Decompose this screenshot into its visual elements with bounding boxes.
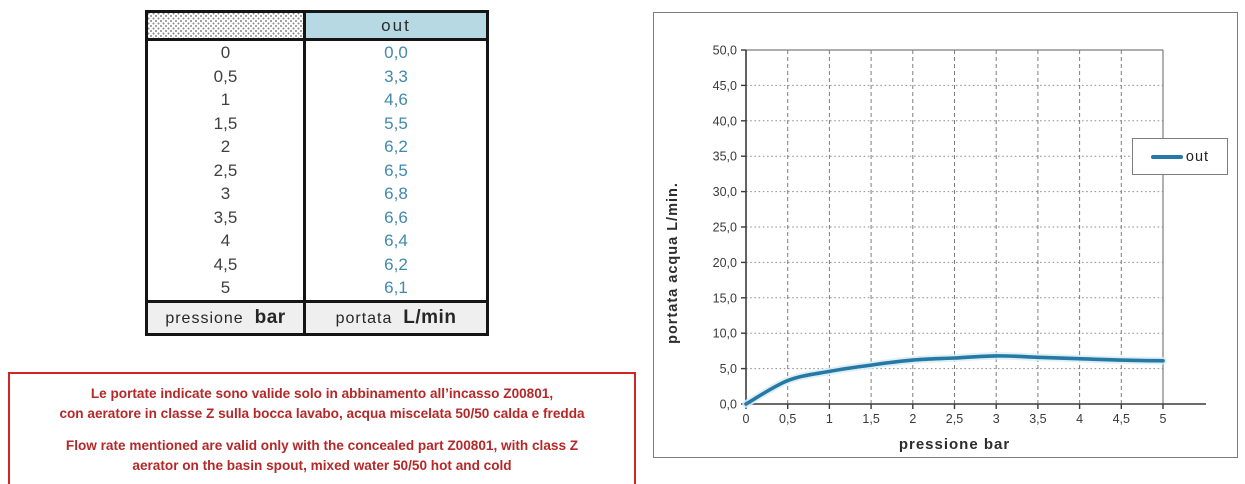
note-italian-line2: con aeratore in classe Z sulla bocca lav… — [59, 405, 585, 421]
chart-legend: out — [1132, 138, 1228, 175]
y-tick-label: 10,0 — [713, 327, 737, 341]
x-tick-label: 3 — [993, 412, 1000, 426]
x-axis-title: pressione bar — [898, 436, 1011, 453]
y-tick-label: 20,0 — [713, 256, 737, 270]
legend-series-label: out — [1185, 148, 1210, 165]
flow-value: 6,2 — [303, 252, 488, 276]
y-tick-label: 40,0 — [713, 114, 737, 128]
flow-value: 6,4 — [303, 229, 488, 253]
flow-rate-note: Le portate indicate sono valide solo in … — [8, 372, 636, 484]
table-row: 3 6,8 — [147, 182, 488, 206]
legend-line-swatch — [1150, 154, 1183, 159]
table-header-out-cell: out — [303, 11, 488, 40]
table-row: 2 6,2 — [147, 135, 488, 159]
pressure-value: 2,5 — [213, 160, 238, 180]
flow-value: 0,0 — [303, 39, 488, 65]
y-tick-label: 45,0 — [713, 79, 737, 93]
x-tick-label: 5 — [1160, 412, 1167, 426]
table-row: 1 4,6 — [147, 88, 488, 112]
x-tick-label: 2 — [909, 412, 916, 426]
x-tick-label: 3,5 — [1029, 412, 1046, 426]
pressure-value: 3 — [220, 184, 231, 203]
pressure-value: 1 — [220, 90, 231, 109]
table-row: 5 6,1 — [147, 276, 488, 301]
flow-chart: 0,0 5,0 10,0 15,0 20,0 25,0 30,0 35,0 40,0 45,0 50… — [653, 12, 1238, 458]
flow-value: 6,5 — [303, 158, 488, 182]
table-footer-flow: portata L/min — [303, 301, 488, 334]
pressure-value: 0,5 — [213, 66, 238, 86]
x-tick-label: 4 — [1076, 412, 1083, 426]
table-row: 2,5 6,5 — [147, 158, 488, 182]
flow-curve — [744, 354, 1165, 406]
table-row: 4 6,4 — [147, 229, 488, 253]
y-tick-label: 0,0 — [720, 398, 737, 412]
table-footer-pressure: pressione bar — [146, 301, 305, 334]
pressure-value: 4,5 — [213, 254, 238, 274]
table-row: 1,5 5,5 — [147, 111, 488, 135]
chart-plot-area: 0,05,010,015,020,025,030,035,040,045,050… — [713, 44, 1206, 426]
pressure-label: pressione — [165, 309, 244, 327]
note-english-line2: aerator on the basin spout, mixed water … — [132, 457, 512, 473]
pressure-value: 3,5 — [213, 207, 238, 227]
y-tick-label: 50,0 — [713, 44, 737, 58]
table-row: 0,5 3,3 — [147, 64, 488, 88]
flow-rate-table: out 0 0,0 0,5 3,3 1 4,6 1,5 5,5 2 6,2 2,5 6,5 3 6,8 3,… — [145, 10, 489, 336]
y-tick-label: 5,0 — [720, 362, 737, 376]
pressure-value: 2 — [220, 137, 231, 156]
x-tick-label: 1,5 — [862, 412, 879, 426]
table-header: out — [146, 11, 488, 40]
x-tick-label: 2,5 — [946, 412, 963, 426]
flow-value: 5,5 — [303, 111, 488, 135]
table-footer: pressione bar portata L/min — [146, 301, 488, 334]
flow-value: 6,6 — [303, 205, 488, 229]
x-tick-label: 4,5 — [1113, 412, 1130, 426]
pressure-value: 4 — [220, 231, 231, 250]
note-english-line1: Flow rate mentioned are valid only with … — [65, 438, 579, 453]
flow-value: 3,3 — [303, 64, 488, 88]
x-tick-label: 0,5 — [779, 412, 796, 426]
flow-value: 6,2 — [303, 135, 488, 159]
note-italian-line1: Le portate indicate sono valide solo in … — [90, 386, 554, 401]
pressure-value: 0 — [220, 43, 231, 62]
flow-value: 6,8 — [303, 182, 488, 206]
table-header-pressure-cell — [146, 11, 305, 40]
table-row: 0 0,0 — [147, 39, 488, 65]
y-axis-title: portata acqua L/min. — [665, 182, 681, 344]
y-tick-label: 35,0 — [713, 150, 737, 164]
note-spacer — [16, 423, 628, 436]
table-row: 3,5 6,6 — [147, 205, 488, 229]
flow-unit: L/min — [403, 306, 457, 328]
pressure-unit: bar — [254, 306, 286, 328]
flow-value: 4,6 — [303, 88, 488, 112]
x-tick-label: 1 — [826, 412, 833, 426]
y-tick-label: 25,0 — [713, 221, 737, 235]
pressure-value: 5 — [220, 278, 231, 297]
y-tick-label: 15,0 — [713, 291, 737, 305]
flow-value: 6,1 — [303, 276, 488, 301]
flow-label: portata — [335, 309, 393, 327]
table-row: 4,5 6,2 — [147, 252, 488, 276]
y-tick-label: 30,0 — [713, 185, 737, 199]
table-body: 0 0,0 0,5 3,3 1 4,6 1,5 5,5 2 6,2 2,5 6,5 3 6,8 3,5 6,6… — [147, 39, 488, 301]
pressure-value: 1,5 — [213, 113, 238, 133]
x-tick-label: 0 — [743, 412, 750, 426]
